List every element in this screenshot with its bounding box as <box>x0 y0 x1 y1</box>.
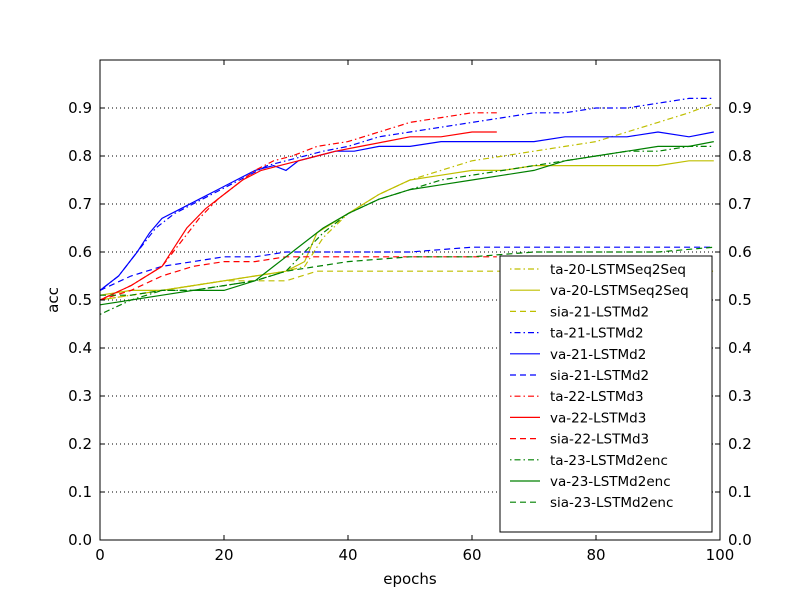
y-tick-label: 0.6 <box>68 243 92 261</box>
y-tick-label-right: 0.1 <box>728 483 752 501</box>
y-tick-label: 0.3 <box>68 387 92 405</box>
x-tick-label: 80 <box>586 546 605 564</box>
series-line-va-23-LSTMd2enc <box>99 141 714 306</box>
y-tick-label: 0.1 <box>68 483 92 501</box>
legend-label: va-20-LSTMSeq2Seq <box>550 283 689 299</box>
legend-label: ta-20-LSTMSeq2Seq <box>550 262 686 278</box>
legend-label: va-23-LSTMd2enc <box>550 474 671 490</box>
y-tick-label: 0.2 <box>68 435 92 453</box>
legend-label: sia-21-LSTMd2 <box>550 304 649 320</box>
x-tick-label: 100 <box>706 546 735 564</box>
y-tick-label: 0.0 <box>68 531 92 549</box>
legend-label: va-22-LSTMd3 <box>550 410 646 426</box>
y-tick-label-right: 0.4 <box>728 339 752 357</box>
y-tick-label-right: 0.2 <box>728 435 752 453</box>
y-tick-label: 0.9 <box>68 99 92 117</box>
y-tick-label: 0.8 <box>68 147 92 165</box>
y-tick-label-right: 0.6 <box>728 243 752 261</box>
y-tick-label-right: 0.3 <box>728 387 752 405</box>
x-tick-label: 60 <box>462 546 481 564</box>
legend-label: va-21-LSTMd2 <box>550 347 646 363</box>
x-tick-label: 20 <box>214 546 233 564</box>
y-tick-label-right: 0.8 <box>728 147 752 165</box>
x-axis-label: epochs <box>383 570 437 588</box>
y-tick-label: 0.7 <box>68 195 92 213</box>
x-tick-label: 0 <box>95 546 105 564</box>
y-tick-label-right: 0.9 <box>728 99 752 117</box>
legend-label: ta-23-LSTMd2enc <box>550 453 668 469</box>
x-tick-label: 40 <box>338 546 357 564</box>
series-line-ta-22-LSTMd3 <box>99 112 497 301</box>
series-line-sia-23-LSTMd2enc <box>100 246 714 296</box>
legend-label: ta-22-LSTMd3 <box>550 389 644 405</box>
legend-label: ta-21-LSTMd2 <box>550 326 644 342</box>
series-line-va-22-LSTMd3 <box>99 131 497 301</box>
series-lines <box>99 97 715 315</box>
legend-label: sia-21-LSTMd2 <box>550 368 649 384</box>
legend-label: sia-22-LSTMd3 <box>550 432 649 448</box>
y-tick-label-right: 0.5 <box>728 291 752 309</box>
y-tick-label-right: 0.7 <box>728 195 752 213</box>
y-tick-label-right: 0.0 <box>728 531 752 549</box>
legend-label: sia-23-LSTMd2enc <box>550 495 673 511</box>
y-tick-label: 0.4 <box>68 339 92 357</box>
series-line-sia-22-LSTMd3 <box>99 256 497 301</box>
legend-box <box>499 255 713 533</box>
axes-ticks: 0.0 0.0 0.1 0.1 0.2 0.2 0.3 0.3 0.4 0.4 0.5 0.5 0.6 0… <box>68 60 752 564</box>
y-tick-label: 0.5 <box>68 291 92 309</box>
y-axis-label: acc <box>44 287 62 313</box>
legend: ta-20-LSTMSeq2Seq va-20-LSTMSeq2Seq sia-21… <box>499 255 713 533</box>
series-line-sia-21-LSTMd2 <box>99 246 714 291</box>
series-line-va-20-LSTMSeq2Seq <box>99 160 714 296</box>
